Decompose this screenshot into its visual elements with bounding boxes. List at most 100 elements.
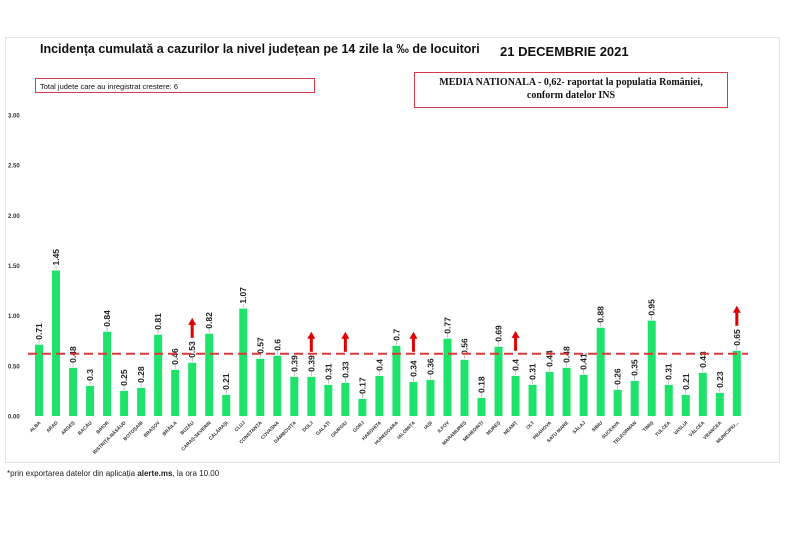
value-label: 0.46: [170, 348, 180, 365]
increase-arrow-icon: [511, 330, 520, 338]
value-label: 0.35: [630, 359, 640, 376]
increase-arrow-icon: [732, 305, 741, 313]
bar: [137, 387, 146, 416]
bar: [290, 376, 299, 416]
value-label: 0.4: [374, 359, 384, 371]
value-label: 1.45: [51, 249, 61, 266]
value-label: 0.31: [664, 363, 674, 380]
increase-arrow-shaft: [343, 337, 347, 352]
value-label: 1.07: [238, 287, 248, 304]
chart-title: Incidența cumulată a cazurilor la nivel …: [40, 42, 480, 56]
value-label: 0.31: [528, 363, 538, 380]
value-label: 0.71: [34, 323, 44, 340]
bar: [171, 369, 180, 416]
category-label: CARAȘ-SEVERIN: [180, 420, 213, 453]
category-label: OLT: [525, 420, 536, 431]
category-label: IAȘI: [423, 420, 434, 431]
category-label: CLUJ: [234, 420, 247, 433]
value-label: 0.33: [340, 361, 350, 378]
category-label: GIURGIU: [330, 420, 349, 439]
increase-arrow-icon: [341, 331, 350, 339]
value-label: 0.82: [204, 312, 214, 329]
value-label: 0.31: [323, 363, 333, 380]
bar: [273, 355, 282, 416]
bar: [596, 327, 605, 416]
category-label: BIHOR: [95, 420, 111, 436]
bar: [426, 379, 435, 416]
y-tick-label: 2.00: [8, 214, 20, 220]
y-tick-label: 3.00: [8, 114, 20, 120]
bar: [392, 345, 401, 416]
value-label: 0.39: [306, 355, 316, 372]
category-label: BUZĂU: [179, 419, 196, 436]
category-label: ARAD: [45, 420, 59, 434]
bar: [715, 392, 724, 416]
bar: [630, 380, 639, 416]
increase-arrow-icon: [409, 331, 418, 339]
bar: [647, 320, 656, 416]
y-tick-label: 2.50: [8, 164, 20, 170]
bar: [256, 358, 265, 416]
value-label: 0.57: [255, 337, 265, 354]
bar: [154, 334, 163, 416]
value-label: 0.25: [119, 369, 129, 386]
increase-arrow-shaft: [514, 336, 518, 351]
value-label: 0.18: [477, 376, 487, 393]
bar: [579, 374, 588, 416]
value-label: 0.41: [579, 353, 589, 370]
category-label: GALAȚI: [315, 420, 332, 437]
bar: [613, 389, 622, 416]
bar: [443, 338, 452, 416]
bar: [545, 371, 554, 416]
bar: [222, 394, 231, 416]
y-tick-label: 1.50: [8, 264, 20, 270]
value-label: 0.23: [715, 371, 725, 388]
increase-arrow-icon: [188, 317, 197, 325]
value-label: 0.77: [442, 317, 452, 334]
bar: [307, 376, 316, 416]
category-label: ARGEȘ: [60, 420, 77, 437]
increase-arrow-shaft: [190, 323, 194, 338]
bar: [409, 381, 418, 416]
value-label: 0.43: [698, 351, 708, 368]
bar: [562, 367, 571, 416]
bar: [664, 384, 673, 416]
national-mean-line1: MEDIA NATIONALA - 0,62- raportat la popu…: [439, 77, 703, 88]
value-label: 0.39: [289, 355, 299, 372]
y-tick-label: 1.00: [8, 314, 20, 320]
bar: [477, 397, 486, 416]
y-tick-label: 0.00: [8, 415, 20, 421]
value-label: 0.36: [425, 358, 435, 375]
value-label: 0.21: [681, 373, 691, 390]
bar: [86, 385, 95, 416]
bar: [69, 367, 78, 416]
value-label: 0.44: [545, 350, 555, 367]
growth-note-box: Total judete care au inregistrat crester…: [35, 78, 315, 93]
category-label: SĂLAJ: [571, 419, 587, 435]
bar: [732, 350, 741, 416]
category-label: MUREȘ: [485, 420, 502, 437]
category-label: DOLJ: [301, 420, 315, 434]
value-label: 0.17: [357, 377, 367, 394]
bar: [358, 398, 367, 416]
value-label: 0.4: [511, 359, 521, 371]
increase-arrow-shaft: [309, 337, 313, 352]
value-label: 0.84: [102, 310, 112, 327]
value-label: 0.21: [221, 373, 231, 390]
category-label: NEAMȚ: [503, 420, 519, 436]
value-label: 0.88: [596, 306, 606, 323]
category-label: GORJ: [352, 420, 366, 434]
bar: [35, 344, 43, 416]
bar: [528, 384, 537, 416]
category-label: ALBA: [29, 420, 43, 434]
value-label: 0.81: [153, 313, 163, 330]
category-label: VÂLCEA: [687, 419, 706, 438]
footnote-app: alerte.ms: [137, 469, 173, 478]
bar: [205, 333, 214, 416]
bar: [698, 372, 707, 416]
value-label: 0.65: [732, 329, 742, 346]
bar: [120, 390, 129, 416]
y-tick-label: 0.50: [8, 364, 20, 370]
category-label: TULCEA: [654, 420, 672, 438]
